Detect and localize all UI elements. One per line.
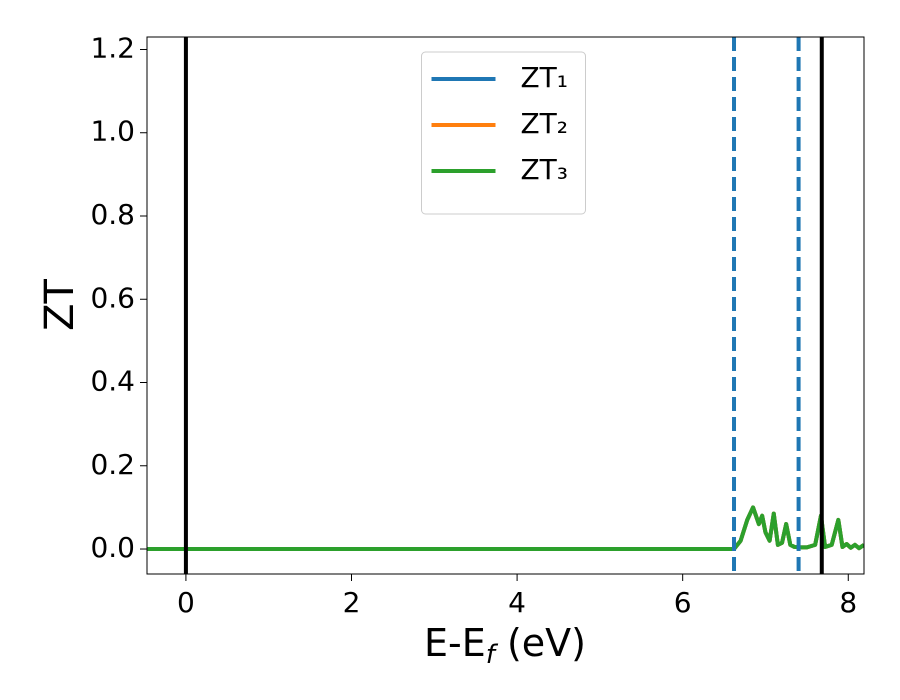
y-tick-label: 1.0 (90, 115, 135, 148)
x-label-main: E-E (424, 621, 486, 665)
legend-label: ZT₃ (521, 153, 569, 186)
y-tick-label: 0.4 (90, 365, 135, 398)
x-label-after: (eV) (495, 621, 586, 665)
x-tick-label: 0 (177, 586, 195, 619)
y-tick-label: 0.8 (90, 198, 135, 231)
series-line (147, 505, 864, 552)
legend-label: ZT₂ (521, 107, 569, 140)
y-tick-label: 0.6 (90, 281, 135, 314)
x-tick-label: 2 (343, 586, 361, 619)
x-tick-label: 8 (839, 586, 857, 619)
x-axis-label: E-Ef (eV) (424, 621, 586, 670)
x-tick-label: 4 (508, 586, 526, 619)
y-tick-label: 0.2 (90, 448, 135, 481)
plot-frame (146, 36, 865, 575)
legend-label: ZT₁ (521, 61, 569, 94)
x-tick-label: 6 (674, 586, 692, 619)
y-tick-label: 0.0 (90, 531, 135, 564)
y-axis-label: ZT (37, 279, 83, 331)
y-tick-label: 1.2 (90, 31, 135, 64)
legend-box (421, 51, 586, 215)
